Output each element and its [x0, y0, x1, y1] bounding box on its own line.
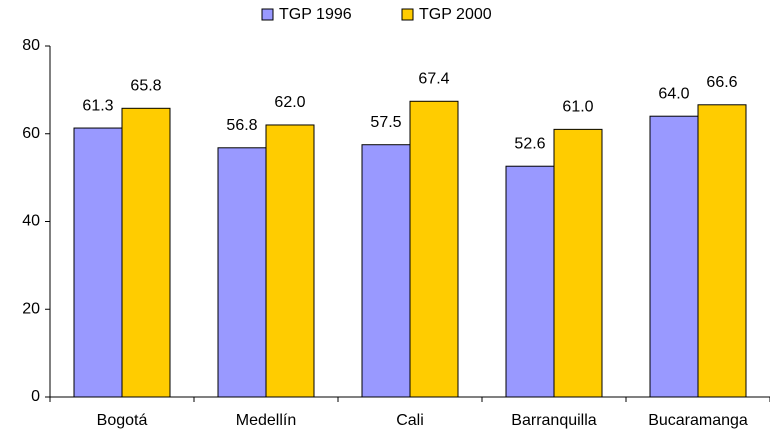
bar: [265, 124, 315, 398]
y-tick-label: 80: [22, 37, 40, 54]
bar: [505, 165, 555, 398]
value-label: 67.4: [418, 71, 449, 88]
value-label: 56.8: [226, 117, 257, 134]
x-tick-label: Cali: [396, 412, 424, 429]
bar: [409, 100, 459, 398]
value-label: 66.6: [706, 74, 737, 91]
legend-label: TGP 2000: [419, 6, 492, 23]
value-label: 65.8: [130, 78, 161, 95]
value-label: 52.6: [514, 135, 545, 152]
y-tick-label: 60: [22, 125, 40, 142]
y-tick-label: 0: [31, 388, 40, 405]
legend-swatch: [261, 8, 274, 21]
y-tick-label: 20: [22, 300, 40, 317]
value-label: 61.3: [82, 97, 113, 114]
x-tick-label: Medellín: [236, 412, 296, 429]
bar: [73, 127, 123, 398]
value-label: 61.0: [562, 99, 593, 116]
bar: [361, 144, 411, 398]
legend-swatch: [401, 8, 414, 21]
bar: [697, 104, 747, 398]
value-label: 62.0: [274, 94, 305, 111]
bar: [121, 107, 171, 398]
x-tick-label: Bogotá: [97, 412, 148, 429]
bar: [217, 147, 267, 398]
bar: [553, 128, 603, 398]
value-label: 57.5: [370, 114, 401, 131]
legend-label: TGP 1996: [279, 6, 352, 23]
bar: [649, 115, 699, 398]
y-tick-label: 40: [22, 213, 40, 230]
x-tick-label: Barranquilla: [511, 412, 596, 429]
value-label: 64.0: [658, 85, 689, 102]
x-tick-label: Bucaramanga: [648, 412, 748, 429]
